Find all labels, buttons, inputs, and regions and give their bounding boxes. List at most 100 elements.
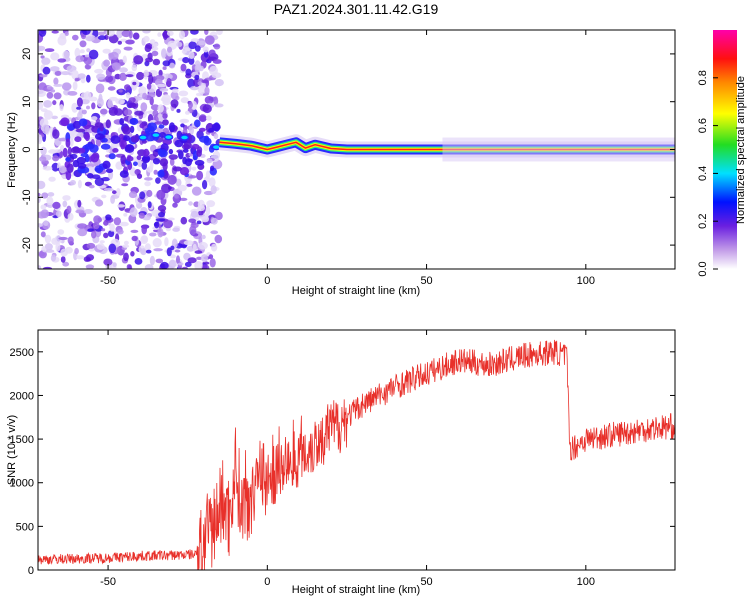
spectrogram-noise-blob (43, 220, 49, 227)
spectrogram-noise-blob (176, 108, 181, 113)
spectrogram-noise-blob (148, 74, 154, 85)
spectrogram-noise-blob (114, 108, 123, 116)
spectrogram-noise-blob (101, 228, 106, 232)
spectrogram-noise-blob (86, 74, 91, 83)
spectrogram-noise-blob (77, 199, 82, 208)
y-tick-label: 1500 (10, 434, 34, 446)
spectrogram-noise-blob (191, 186, 202, 196)
spectrogram-noise-blob (192, 243, 197, 252)
spectrogram-noise-blob (167, 217, 175, 221)
spectrogram-band-blob (84, 131, 91, 142)
snr-x-label: Height of straight line (km) (292, 584, 420, 596)
spectrogram-noise-blob (184, 261, 192, 267)
spectrogram-noise-blob (181, 50, 187, 54)
spectrogram-band-blob (159, 158, 169, 167)
spectrogram-noise-blob (38, 223, 43, 228)
spectrogram-noise-blob (119, 72, 127, 81)
spectrogram-band-blob (196, 149, 202, 157)
spectrogram-band-blob (162, 119, 169, 126)
colorbar-tick-label: 0.8 (697, 70, 709, 85)
spectrogram-noise-blob (139, 191, 146, 200)
spectrogram-noise-blob (101, 216, 107, 221)
spectrogram-noise-blob (130, 251, 135, 257)
spectrogram-noise-blob (190, 86, 199, 91)
spectrogram-noise-blob (146, 166, 153, 173)
spectrogram-noise-blob (125, 39, 135, 45)
spectrogram-noise-blob (85, 36, 95, 42)
colorbar-label: Normalized spectral amplitude (735, 76, 747, 224)
spectrogram-panel: -50 0 50 100 -20 -10 0 10 20 Height of straight … (6, 29, 676, 297)
spectrogram-noise-blob (188, 41, 197, 50)
spectrogram-noise-blob (170, 99, 179, 108)
spectrogram-noise-blob (40, 204, 47, 210)
spectrogram-band-blob (172, 166, 183, 172)
spectrogram-noise-blob (202, 104, 212, 114)
y-tick-label: 2000 (10, 390, 34, 402)
spectrogram-noise-blob (208, 49, 216, 57)
spectrogram-band-blob (124, 144, 135, 153)
spectrogram-noise-blob (172, 227, 180, 232)
spectrogram-band-blob (168, 122, 176, 133)
spectrogram-noise-blob (38, 192, 41, 197)
spectrogram-band-blob (130, 135, 140, 143)
spectrogram-noise-blob (204, 30, 209, 35)
spectrogram-noise-blob (104, 75, 114, 83)
spectrogram-noise-blob (201, 234, 206, 240)
spectrogram-noise-blob (108, 230, 115, 238)
spectrogram-band-blob (208, 127, 215, 133)
spectrogram-noise-blob (158, 211, 165, 218)
spectrogram-noise-blob (38, 265, 42, 269)
y-tick-label: 20 (21, 48, 33, 60)
spectrogram-noise-blob (212, 59, 222, 64)
spectrogram-band-blob (180, 123, 185, 128)
spectrogram-noise-blob (95, 199, 104, 207)
spectrogram-band-blob (133, 161, 138, 167)
spectrogram-noise-blob (180, 119, 189, 123)
spectrogram-band-blob (129, 125, 135, 133)
spectrogram-noise-blob (204, 35, 215, 45)
spectrogram-noise-blob (88, 96, 98, 102)
spectrogram-noise-blob (86, 242, 96, 249)
spectrogram-noise-blob (60, 248, 68, 257)
spectrogram-band-blob (87, 173, 94, 179)
spectrogram-noise-blob (67, 236, 74, 245)
spectrogram-x-label: Height of straight line (km) (292, 285, 420, 297)
spectrogram-noise-blob (133, 55, 144, 65)
spectrogram-noise-blob (161, 94, 172, 104)
spectrogram-noise-blob (97, 31, 106, 36)
spectrogram-noise-blob (74, 47, 81, 58)
spectrogram-noise-blob (48, 176, 56, 182)
spectrogram-noise-blob (134, 195, 140, 205)
spectrogram-noise-blob (174, 249, 181, 253)
colorbar: 0.0 0.2 0.4 0.6 0.8 Normalized spectral ampl… (697, 30, 747, 277)
spectrogram-noise-blob (40, 231, 46, 238)
spectrogram-band-blob (105, 168, 114, 173)
spectrogram-noise-blob (61, 82, 72, 91)
spectrogram-band-blob (139, 123, 145, 129)
spectrogram-noise-blob (38, 196, 41, 203)
spectrogram-noise-blob (40, 209, 49, 219)
spectrogram-band-blob (191, 143, 200, 150)
spectrogram-noise-blob (60, 71, 71, 76)
spectrogram-noise-blob (40, 146, 47, 156)
spectrogram-noise-blob (81, 30, 91, 36)
spectrogram-noise-blob (69, 153, 78, 159)
spectrogram-noise-blob (38, 102, 44, 110)
spectrogram-noise-blob (198, 210, 204, 216)
spectrogram-noise-blob (108, 52, 114, 57)
spectrogram-noise-blob (167, 46, 172, 53)
spectrogram-noise-blob (71, 102, 79, 113)
y-tick-label: 10 (21, 96, 33, 108)
spectrogram-noise-blob (88, 49, 99, 60)
spectrogram-noise-blob (91, 174, 101, 179)
y-tick-label: 0 (21, 146, 33, 152)
spectrogram-noise-blob (134, 258, 143, 265)
chart-title: PAZ1.2024.301.11.42.G19 (274, 1, 439, 17)
spectrogram-noise-blob (93, 215, 102, 224)
spectrogram-band-blob (70, 146, 81, 154)
spectrogram-noise-blob (94, 177, 105, 187)
spectrogram-band-blob (126, 155, 134, 162)
spectrogram-noise-blob (197, 199, 205, 209)
spectrogram-band-blob (194, 119, 201, 128)
